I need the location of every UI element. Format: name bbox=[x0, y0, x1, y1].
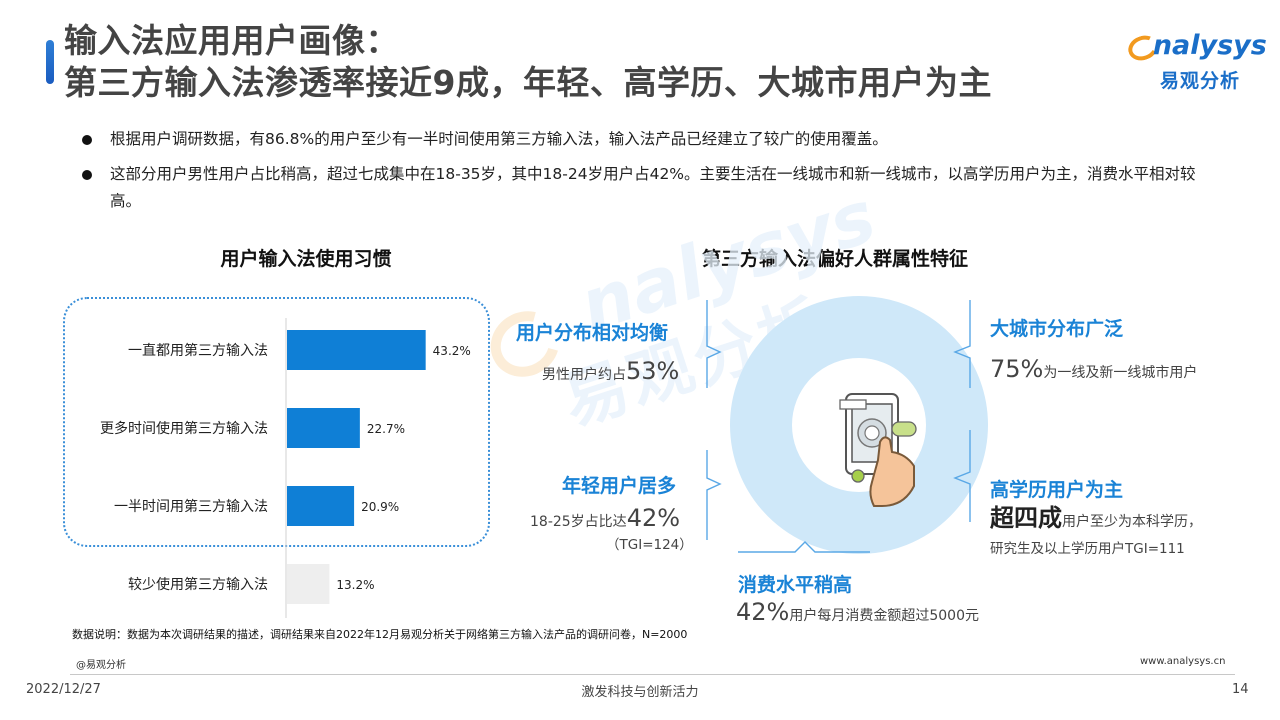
left-section-title: 用户输入法使用习惯 bbox=[220, 248, 392, 270]
analysys-logo: nalysys 易观分析 bbox=[1124, 30, 1267, 94]
feature-young-tgi: （TGI=124） bbox=[606, 537, 693, 553]
logo-word: nalysys bbox=[1152, 30, 1267, 61]
feature-young-line: 18-25岁占比达42% bbox=[530, 504, 681, 532]
bullet-item: 这部分用户男性用户占比稍高，超过七成集中在18-35岁，其中18-24岁用户占4… bbox=[78, 161, 1218, 215]
feature-city-title: 大城市分布广泛 bbox=[990, 318, 1124, 340]
value-label: 13.2% bbox=[336, 578, 374, 592]
category-label: 较少使用第三方输入法 bbox=[128, 576, 268, 593]
feature-spend-title: 消费水平稍高 bbox=[738, 574, 853, 596]
feature-edu-line2: 研究生及以上学历用户TGI=111 bbox=[990, 541, 1185, 557]
feature-city-line: 75%为一线及新一线城市用户 bbox=[990, 355, 1198, 383]
title-accent-bar bbox=[46, 40, 54, 84]
bar bbox=[287, 564, 330, 604]
logo-cn: 易观分析 bbox=[1160, 70, 1241, 92]
footer-url[interactable]: www.analysys.cn bbox=[1140, 656, 1226, 667]
data-note: 数据说明：数据为本次调研结果的描述，调研结果来自2022年12月易观分析关于网络… bbox=[72, 628, 688, 641]
footer-handle: @易观分析 bbox=[76, 660, 126, 671]
phone-hand-icon bbox=[839, 393, 917, 507]
footer-slogan: 激发科技与创新活力 bbox=[581, 685, 699, 700]
page-number: 14 bbox=[1232, 682, 1249, 697]
feature-uniform-title: 用户分布相对均衡 bbox=[516, 322, 669, 344]
footer-divider bbox=[70, 674, 1235, 675]
right-section-title: 第三方输入法偏好人群属性特征 bbox=[701, 248, 968, 270]
feature-edu-title: 高学历用户为主 bbox=[990, 479, 1124, 501]
highlight-dotted-box bbox=[63, 297, 490, 547]
summary-bullets: 根据用户调研数据，有86.8%的用户至少有一半时间使用第三方输入法，输入法产品已… bbox=[78, 126, 1218, 223]
feature-edu-line: 超四成用户至少为本科学历， bbox=[990, 504, 1202, 532]
bullet-item: 根据用户调研数据，有86.8%的用户至少有一半时间使用第三方输入法，输入法产品已… bbox=[78, 126, 1218, 153]
footer-date: 2022/12/27 bbox=[26, 682, 101, 697]
feature-spend-line: 42%用户每月消费金额超过5000元 bbox=[736, 598, 979, 626]
title-line-1: 输入法应用用户画像： bbox=[64, 21, 399, 60]
feature-young-title: 年轻用户居多 bbox=[562, 475, 677, 497]
page-title: 输入法应用用户画像： 第三方输入法渗透率接近9成，年轻、高学历、大城市用户为主 bbox=[64, 20, 992, 104]
title-line-2: 第三方输入法渗透率接近9成，年轻、高学历、大城市用户为主 bbox=[64, 63, 992, 102]
feature-uniform-line: 男性用户约占53% bbox=[542, 357, 680, 385]
